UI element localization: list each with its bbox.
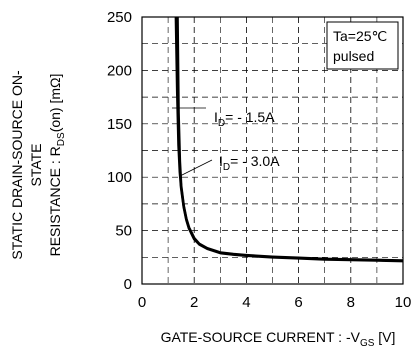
x-axis-title-sub: GS — [360, 338, 375, 349]
y-tick-label: 50 — [115, 223, 132, 240]
x-axis-title: GATE-SOURCE CURRENT : -VGS [V] — [161, 329, 396, 349]
annotation-1-prefix: I — [214, 109, 218, 125]
y-axis-title-line-1: STATIC DRAIN-SOURCE ON- — [9, 70, 25, 260]
legend-line-2: pulsed — [333, 48, 374, 64]
x-tick-label: 6 — [294, 294, 302, 311]
legend-box: Ta=25℃ pulsed — [326, 21, 399, 70]
y-tick-label: 200 — [107, 62, 132, 79]
x-tick-label: 4 — [242, 294, 250, 311]
legend-line-1: Ta=25℃ — [333, 28, 387, 44]
legend-frame — [326, 21, 399, 70]
curves — [174, 16, 404, 263]
annotation-2-sub: D — [223, 162, 230, 173]
annotation-label-2: ID= - 3.0A — [219, 153, 280, 173]
y-tick-label: 0 — [124, 276, 132, 293]
y-tick-label: 100 — [107, 169, 132, 186]
annotation-1-sub: D — [218, 118, 225, 129]
y-axis-title-line-2: STATE — [28, 143, 44, 186]
annotation-1-text: = - 1.5A — [225, 109, 275, 125]
x-tick-label: 0 — [138, 294, 146, 311]
y-axis-title-line-3-main: RESISTANCE : R — [47, 146, 63, 256]
y-axis-title-line-3-sub: DS — [56, 132, 67, 146]
series-line-2 — [176, 16, 404, 262]
grid — [142, 17, 403, 284]
annotation-label-1: ID= - 1.5A — [214, 109, 275, 129]
y-axis-title-line-3: RESISTANCE : RDS(on) [mΩ] — [47, 74, 67, 257]
x-tick-label: 10 — [395, 294, 412, 311]
annotation-id-3.0: ID= - 3.0A — [179, 153, 280, 177]
annotation-2-text: = - 3.0A — [230, 153, 280, 169]
y-axis-title: STATIC DRAIN-SOURCE ON- STATE RESISTANCE… — [9, 70, 67, 260]
annotation-leader-2 — [179, 159, 213, 177]
x-axis-title-main: GATE-SOURCE CURRENT : -V — [161, 329, 361, 345]
y-tick-label: 250 — [107, 9, 132, 26]
x-tick-label: 8 — [347, 294, 355, 311]
plot-frame — [141, 16, 404, 285]
annotation-id-1.5: ID= - 1.5A — [172, 107, 275, 129]
x-axis-title-unit: [V] — [374, 329, 395, 345]
y-axis-title-line-3-unit: (on) [mΩ] — [47, 74, 63, 133]
y-tick-label: 150 — [107, 116, 132, 133]
annotation-2-prefix: I — [219, 153, 223, 169]
x-tick-label: 2 — [190, 294, 198, 311]
